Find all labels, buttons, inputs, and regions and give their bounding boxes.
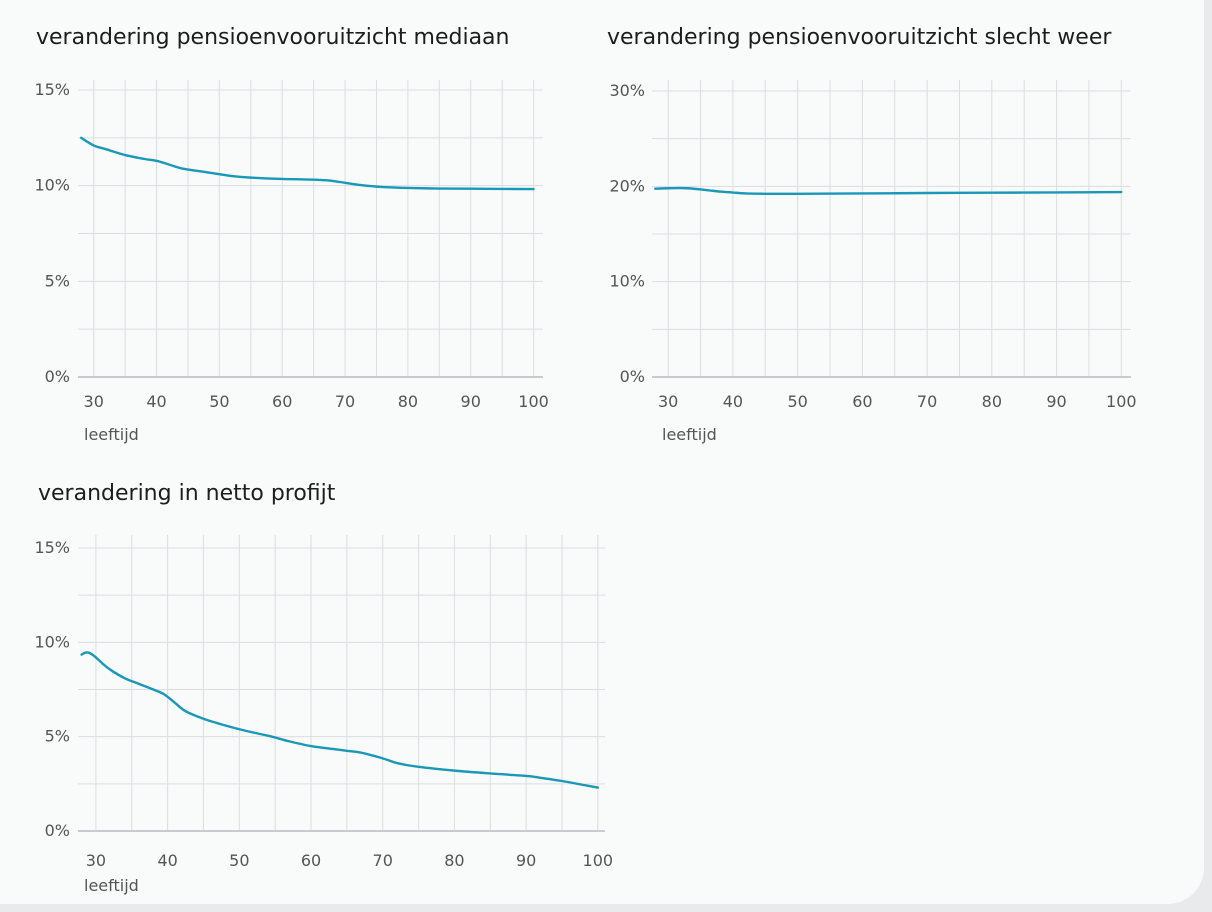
chart-slecht-weer: 0% 10% 20% 30% 30 40 50 60 70 80 90 100 leeftijd <box>609 80 1137 444</box>
x-tick-label: 70 <box>373 851 393 870</box>
chart-netto-profijt: 0% 5% 10% 15% 30 40 50 60 70 80 90 100 leeftijd <box>34 535 614 895</box>
series-line <box>654 186 1123 196</box>
x-tick-label: 100 <box>1106 392 1137 411</box>
chart-panel-slecht-weer: verandering pensioenvooruitzicht slecht … <box>607 25 1137 444</box>
y-tick-label: 5% <box>45 727 70 746</box>
x-tick-label: 90 <box>516 851 536 870</box>
y-tick-label: 15% <box>34 538 70 557</box>
y-tick-label: 10% <box>609 272 645 291</box>
x-tick-label: 30 <box>84 392 104 411</box>
chart-panel-mediaan: verandering pensioenvooruitzicht mediaan… <box>0 0 600 460</box>
y-tick-label: 0% <box>45 367 70 386</box>
chart-title: verandering pensioenvooruitzicht slecht … <box>607 25 1112 50</box>
series-line <box>79 136 535 191</box>
x-tick-label: 100 <box>518 392 549 411</box>
chart-title: verandering in netto profijt <box>38 481 336 506</box>
y-tick-label: 15% <box>34 80 70 99</box>
x-tick-label: 40 <box>157 851 177 870</box>
series-line <box>80 651 600 789</box>
x-tick-label: 60 <box>301 851 321 870</box>
x-tick-label: 50 <box>229 851 249 870</box>
x-tick-label: 80 <box>398 392 418 411</box>
y-tick-label: 20% <box>609 176 645 195</box>
x-tick-label: 80 <box>982 392 1002 411</box>
x-tick-label: 100 <box>583 851 614 870</box>
y-tick-label: 5% <box>45 271 70 290</box>
x-tick-label: 70 <box>917 392 937 411</box>
y-tick-label: 10% <box>34 632 70 651</box>
x-axis-label: leeftijd <box>84 876 139 895</box>
x-tick-label: 60 <box>272 392 292 411</box>
x-tick-label: 30 <box>86 851 106 870</box>
x-tick-label: 50 <box>787 392 807 411</box>
chart-mediaan: 0% 5% 10% 15% 30 40 50 60 70 80 90 100 leeftijd <box>34 80 549 444</box>
y-tick-label: 30% <box>609 81 645 100</box>
x-axis-label: leeftijd <box>84 425 139 444</box>
y-tick-label: 10% <box>34 176 70 195</box>
x-tick-label: 50 <box>209 392 229 411</box>
y-tick-label: 0% <box>45 821 70 840</box>
x-tick-label: 90 <box>1046 392 1066 411</box>
x-tick-label: 40 <box>723 392 743 411</box>
x-tick-label: 30 <box>658 392 678 411</box>
x-tick-label: 60 <box>852 392 872 411</box>
chart-panel-netto-profijt: verandering in netto profijt 0% 5% 10% 15% 3… <box>34 481 614 895</box>
x-axis-label: leeftijd <box>662 425 717 444</box>
chart-title: verandering pensioenvooruitzicht mediaan <box>36 25 510 50</box>
x-tick-label: 90 <box>461 392 481 411</box>
x-tick-label: 40 <box>146 392 166 411</box>
x-tick-label: 70 <box>335 392 355 411</box>
x-tick-label: 80 <box>444 851 464 870</box>
y-tick-label: 0% <box>620 367 645 386</box>
